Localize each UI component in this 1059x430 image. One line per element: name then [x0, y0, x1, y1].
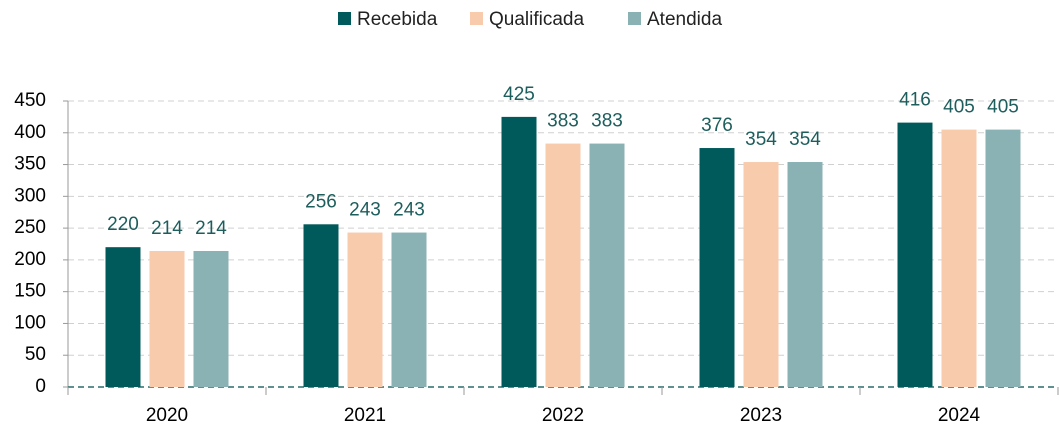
data-label: 425 [503, 84, 535, 105]
legend-swatch [338, 12, 351, 25]
data-label: 405 [987, 97, 1019, 118]
x-tick-label: 2022 [542, 405, 584, 426]
y-tick-label: 400 [14, 122, 46, 143]
data-label: 354 [789, 129, 821, 150]
x-tick-label: 2021 [344, 405, 386, 426]
x-tick-label: 2023 [740, 405, 782, 426]
bar [391, 232, 427, 387]
data-label: 376 [701, 115, 733, 136]
y-tick-label: 100 [14, 312, 46, 333]
y-tick-label: 150 [14, 281, 46, 302]
bar [347, 232, 383, 387]
bar [149, 250, 185, 387]
legend-label: Recebida [357, 9, 438, 30]
legend-label: Atendida [647, 9, 722, 30]
y-tick-label: 300 [14, 185, 46, 206]
legend-swatch [628, 12, 641, 25]
y-tick-label: 200 [14, 249, 46, 270]
y-tick-label: 450 [14, 90, 46, 111]
y-tick-label: 250 [14, 217, 46, 238]
legend-swatch [470, 12, 483, 25]
data-label: 256 [305, 191, 337, 212]
data-label: 405 [943, 97, 975, 118]
y-tick-label: 0 [35, 376, 46, 397]
data-label: 243 [393, 200, 425, 221]
bar [985, 129, 1021, 387]
x-tick-label: 2020 [146, 405, 188, 426]
bar [501, 116, 537, 387]
data-label: 243 [349, 200, 381, 221]
data-label: 220 [107, 214, 139, 235]
bar [193, 250, 229, 387]
bar [589, 143, 625, 387]
bar [743, 162, 779, 387]
legend-label: Qualificada [489, 9, 584, 30]
bar [303, 224, 339, 387]
bar [545, 143, 581, 387]
data-label: 383 [547, 111, 579, 132]
data-label: 354 [745, 129, 777, 150]
data-label: 383 [591, 111, 623, 132]
bar [787, 162, 823, 387]
y-tick-label: 350 [14, 154, 46, 175]
bar [941, 129, 977, 387]
y-tick-label: 50 [25, 344, 46, 365]
data-label: 416 [899, 90, 931, 111]
data-label: 214 [151, 218, 183, 239]
x-tick-label: 2024 [938, 405, 981, 426]
data-label: 214 [195, 218, 227, 239]
bar [699, 148, 735, 387]
bar [897, 122, 933, 387]
bar [105, 247, 141, 387]
